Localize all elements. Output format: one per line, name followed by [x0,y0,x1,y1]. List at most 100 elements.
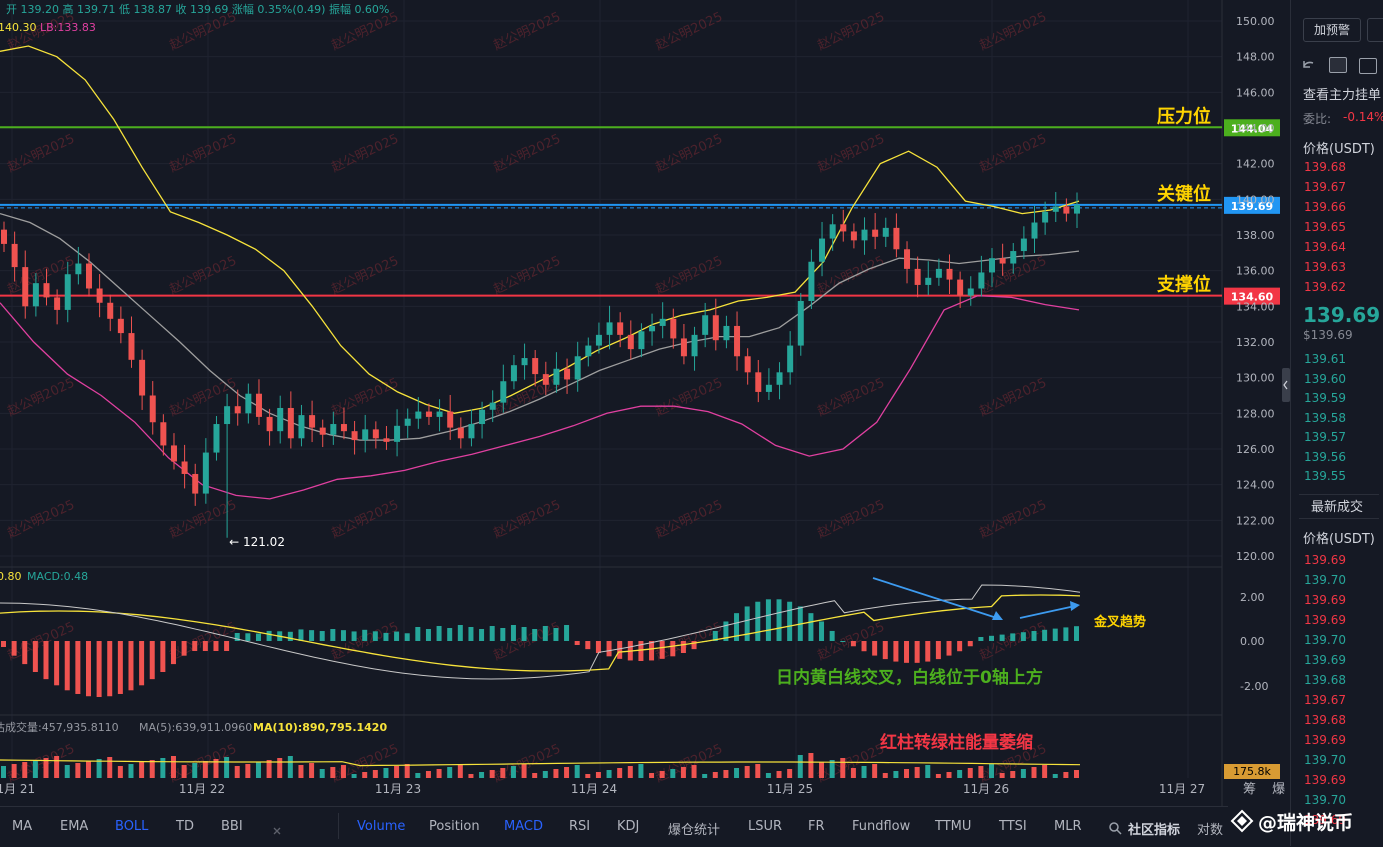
refresh-icon[interactable] [1301,58,1317,72]
candle-body [64,274,71,310]
bid-price-row[interactable]: 139.55 [1304,469,1346,483]
trade-price-row[interactable]: 139.69 [1304,733,1346,747]
candle-body [96,288,103,303]
subchart-tab-1[interactable]: Position [429,819,480,834]
log-scale-toggle[interactable]: 对数 [1197,823,1224,838]
ask-price-row[interactable]: 139.64 [1304,240,1346,254]
subchart-tab-3[interactable]: RSI [569,819,591,834]
candle-body [255,393,262,417]
volume-bar [277,758,283,778]
candlestick-chart[interactable]: 赵公明2025 赵公明2025 赵公明2025 赵公明2025 赵公明2025 赵公明20… [0,0,1290,806]
trade-price-row[interactable]: 139.70 [1304,753,1346,767]
candle-body [160,422,167,446]
subchart-tab-10[interactable]: TTSI [999,819,1027,834]
panel-menu-button[interactable] [1367,18,1383,42]
candle-body [574,356,581,380]
orderbook-both-icon[interactable] [1329,57,1347,73]
ask-price-row[interactable]: 139.66 [1304,200,1346,214]
volume-bar [489,770,495,778]
candle-body [372,429,379,439]
ask-price-row[interactable]: 139.65 [1304,220,1346,234]
volume-bar [234,766,240,778]
volume-bar [617,768,623,778]
macd-histogram-bar [776,599,782,641]
candle-body [691,334,698,357]
trade-price-row[interactable]: 139.69 [1304,613,1346,627]
volume-bar [680,767,686,778]
ask-price-row[interactable]: 139.68 [1304,160,1346,174]
candle-body [723,325,730,341]
community-indicators-link[interactable]: 社区指标 [1128,823,1181,838]
watermark-text: 赵公明2025 [329,498,401,542]
bid-price-row[interactable]: 139.59 [1304,391,1346,405]
subchart-tab-6[interactable]: LSUR [748,819,783,834]
indicator-tab-bbi[interactable]: BBI [221,819,243,834]
macd-histogram-bar [436,626,442,641]
side-tabs[interactable]: 筹 爆 [1243,782,1292,797]
trade-price-row[interactable]: 139.69 [1304,813,1346,827]
orderbook-side-icon[interactable] [1359,58,1377,74]
volume-ma-line [0,759,1081,767]
view-main-orders[interactable]: 查看主力挂单 [1303,88,1382,103]
candle-body [1031,222,1038,239]
volume-bar [967,768,973,778]
ask-price-row[interactable]: 139.67 [1304,180,1346,194]
indicator-tab-td[interactable]: TD [176,819,194,834]
macd-histogram-bar [691,641,697,650]
trade-price-row[interactable]: 139.69 [1304,653,1346,667]
macd-histogram-bar [22,641,28,665]
bid-price-row[interactable]: 139.56 [1304,449,1346,464]
candle-body [638,331,645,350]
panel-collapse-handle[interactable] [1282,368,1290,402]
trade-price-row[interactable]: 139.69 [1304,773,1346,787]
subchart-tab-11[interactable]: MLR [1054,819,1082,834]
indicator-tab-boll[interactable]: BOLL [115,819,149,834]
bid-price-row[interactable]: 139.61 [1304,352,1346,366]
add-alert-button[interactable]: 加预警 [1303,18,1361,42]
latest-trades-title[interactable]: 最新成交 [1311,500,1364,515]
trade-price-row[interactable]: 139.68 [1304,713,1346,727]
brand-watermark: @瑞神说币 [1258,812,1354,834]
volume-bar [585,774,591,778]
trade-price-row[interactable]: 139.67 [1304,693,1346,707]
ask-price-row[interactable]: 139.62 [1304,280,1346,294]
volume-bar [128,764,134,778]
candle-body [340,424,347,432]
watermark-text: 赵公明2025 [5,498,77,542]
macd-histogram-bar [744,606,750,641]
subchart-tab-0[interactable]: Volume [357,819,406,834]
more-indicators-icon[interactable] [272,821,282,835]
macd-histogram-bar [850,641,856,647]
macd-histogram-bar [914,641,920,663]
subchart-tab-4[interactable]: KDJ [617,819,640,834]
indicator-tab-ema[interactable]: EMA [60,819,89,834]
trade-price-row[interactable]: 139.70 [1304,793,1346,807]
macd-histogram-bar [43,641,49,680]
macd-histogram-bar [54,641,60,686]
trade-price-row[interactable]: 139.70 [1304,573,1346,587]
subchart-tab-2[interactable]: MACD [504,819,543,834]
volume-ma10-label: MA(10):890,795.1420 [253,721,387,734]
trade-price-row[interactable]: 139.69 [1304,593,1346,607]
indicator-tab-ma[interactable]: MA [12,819,33,834]
bid-price-row[interactable]: 139.58 [1304,410,1346,425]
candle-body [595,334,602,346]
volume-bar [957,770,963,778]
bid-price-row[interactable]: 139.60 [1304,371,1346,386]
subchart-tab-8[interactable]: Fundflow [852,819,911,834]
macd-histogram-bar [1010,633,1016,641]
ask-price-row[interactable]: 139.63 [1304,260,1346,274]
subchart-tab-9[interactable]: TTMU [935,819,972,834]
macd-histogram-bar [670,641,676,657]
subchart-tab-7[interactable]: FR [808,819,825,834]
candle-body [840,224,847,232]
trade-price-row[interactable]: 139.69 [1304,553,1346,567]
level-price-text: 134.60 [1231,291,1274,304]
last-price: 139.69 [1303,303,1381,327]
community-search-icon[interactable] [1108,820,1122,835]
subchart-tab-5[interactable]: 爆仓统计 [668,823,721,838]
bid-price-row[interactable]: 139.57 [1304,430,1346,444]
volume-bar [11,764,17,778]
trade-price-row[interactable]: 139.68 [1304,673,1346,687]
trade-price-row[interactable]: 139.70 [1304,633,1346,647]
